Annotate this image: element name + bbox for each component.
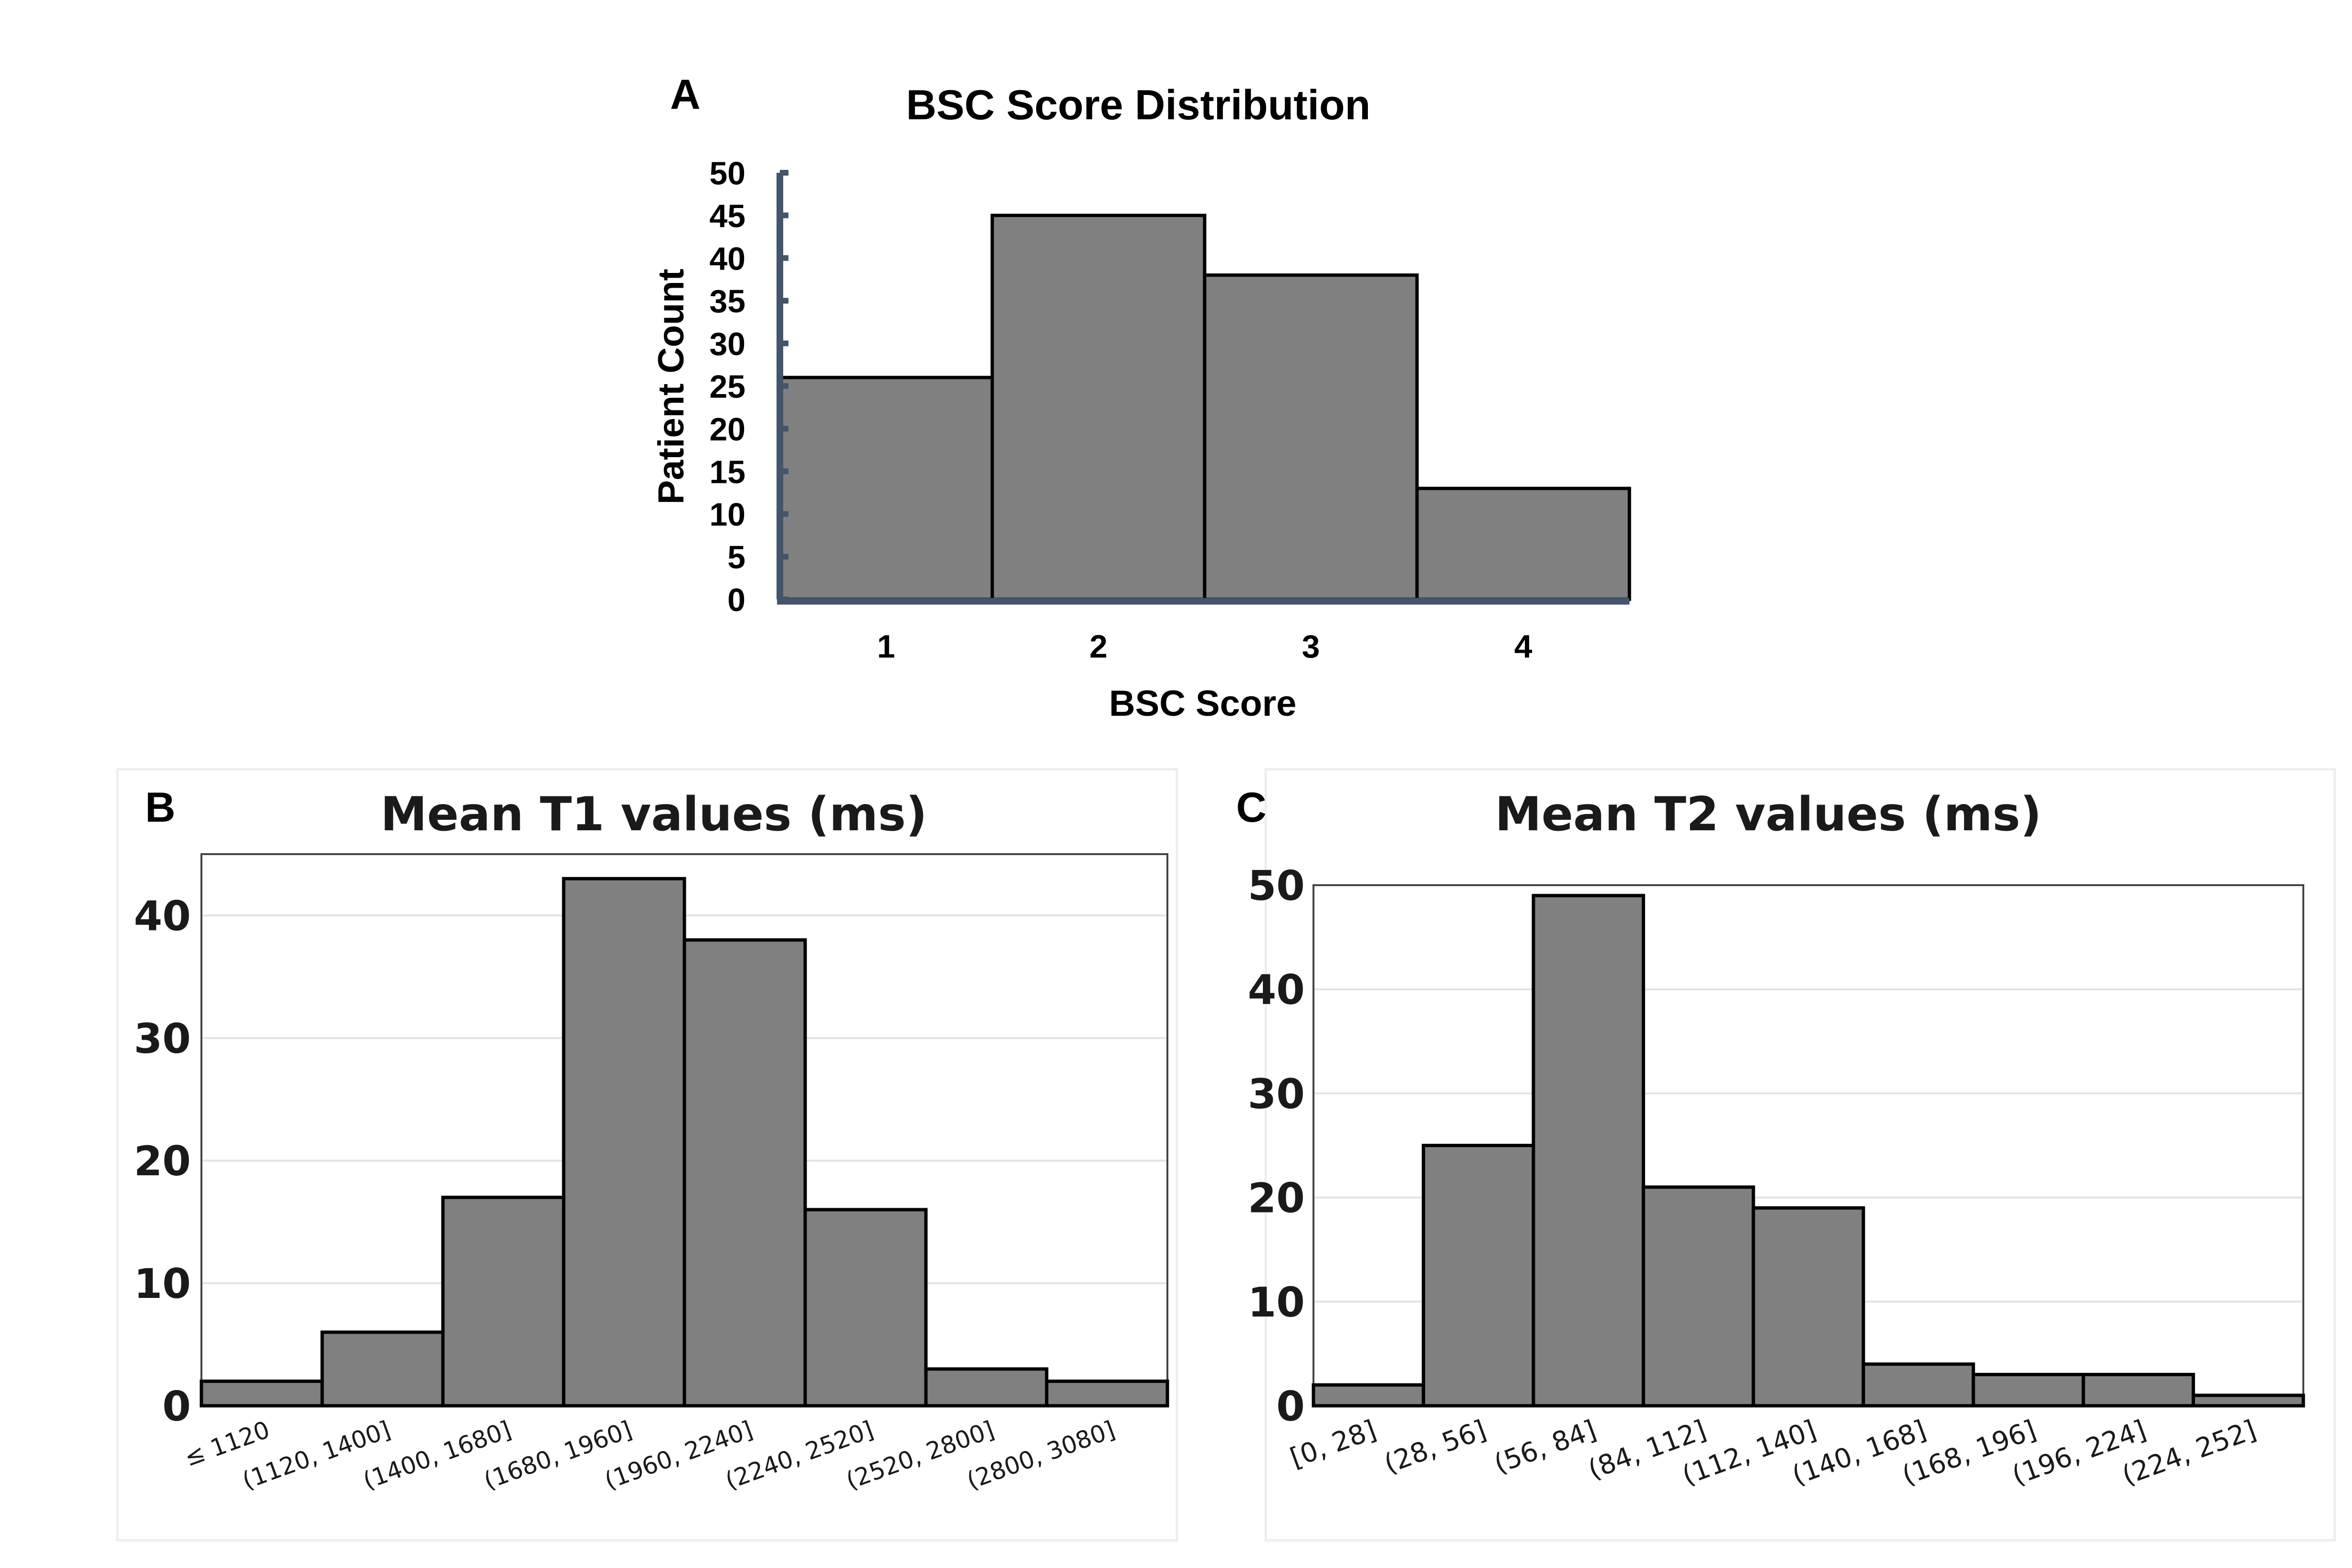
chart-a-y-tick-label: 5 [727, 539, 746, 575]
chart-c-y-tick-label: 0 [1276, 1383, 1305, 1431]
chart-b-y-tick-label: 0 [162, 1383, 191, 1431]
chart-a-y-tick-label: 45 [709, 198, 746, 234]
chart-a-y-tick-label: 40 [709, 240, 746, 277]
chart-a-y-tick-label: 25 [709, 368, 746, 405]
panel-letter-a: A [670, 71, 701, 118]
chart-a-x-tick-label: 4 [1514, 628, 1533, 665]
chart-b-y-tick-label: 10 [134, 1260, 191, 1308]
chart-c-y-tick-label: 20 [1248, 1175, 1305, 1223]
chart-a-x-tick-label: 1 [877, 628, 895, 665]
chart-b-bar [1045, 1380, 1169, 1408]
chart-b-bar [803, 1208, 928, 1408]
chart-a-x-tick-label: 2 [1090, 628, 1108, 665]
chart-c-x-tick-label: (28, 56] [1380, 1414, 1491, 1480]
chart-c-bar [2192, 1393, 2305, 1408]
chart-c-y-tick-label: 10 [1248, 1279, 1305, 1327]
chart-a-y-tick-label: 10 [709, 497, 746, 533]
chart-b-bar [320, 1330, 445, 1408]
chart-c-title: Mean T2 values (ms) [1495, 787, 2041, 842]
chart-a-y-label: Patient Count [651, 269, 692, 504]
chart-c-y-tick-label: 30 [1248, 1070, 1305, 1118]
chart-a-bar [990, 213, 1207, 601]
chart-a-y-tick-label: 15 [709, 454, 746, 490]
chart-a-y-tick-label: 30 [709, 326, 746, 362]
panel-c-frame [1264, 768, 2336, 1542]
chart-b-y-tick-label: 20 [134, 1138, 191, 1185]
chart-c-bar [1532, 894, 1645, 1408]
chart-a-y-tick-label: 35 [709, 283, 746, 320]
chart-c-bar [1972, 1373, 2085, 1408]
chart-b-y-tick-label: 40 [134, 892, 191, 940]
chart-b-bar [200, 1380, 324, 1408]
chart-a-y-tick-label: 50 [709, 155, 746, 191]
panel-letter-c: C [1236, 784, 1267, 831]
chart-b-bar [441, 1195, 566, 1408]
chart-c-y-tick-label: 50 [1248, 862, 1305, 910]
chart-c-y-tick-label: 40 [1248, 966, 1305, 1014]
panel-b-frame [116, 768, 1178, 1542]
chart-c-bar [1421, 1144, 1535, 1408]
chart-b-title: Mean T1 values (ms) [380, 787, 927, 842]
chart-b-bar [924, 1367, 1049, 1408]
chart-a-plot: 0 5 10 15 20 25 30 35 40 45 50 1 2 3 4 [709, 155, 1631, 665]
chart-c-bar [1861, 1362, 1975, 1408]
chart-b-bar [562, 877, 686, 1408]
chart-a-x-tick-label: 3 [1302, 628, 1320, 665]
chart-c-bar [1312, 1383, 1425, 1408]
chart-c-bar [1641, 1185, 1755, 1408]
panel-letter-b: B [145, 784, 176, 831]
chart-a-x-label: BSC Score [1109, 683, 1297, 724]
chart-a-bar [1203, 273, 1419, 601]
chart-a-title: BSC Score Distribution [906, 81, 1371, 128]
chart-b-y-tick-label: 30 [134, 1015, 191, 1063]
chart-a-y-tick-label: 20 [709, 411, 746, 448]
chart-b-bar [682, 938, 807, 1408]
chart-c-bar [1752, 1206, 1865, 1408]
chart-a-bar [1415, 487, 1631, 601]
chart-a-bar [778, 376, 994, 601]
chart-c-x-tick-label: (56, 84] [1490, 1414, 1600, 1480]
chart-a-y-tick-label: 0 [727, 582, 746, 618]
chart-c-bar [2081, 1373, 2195, 1408]
